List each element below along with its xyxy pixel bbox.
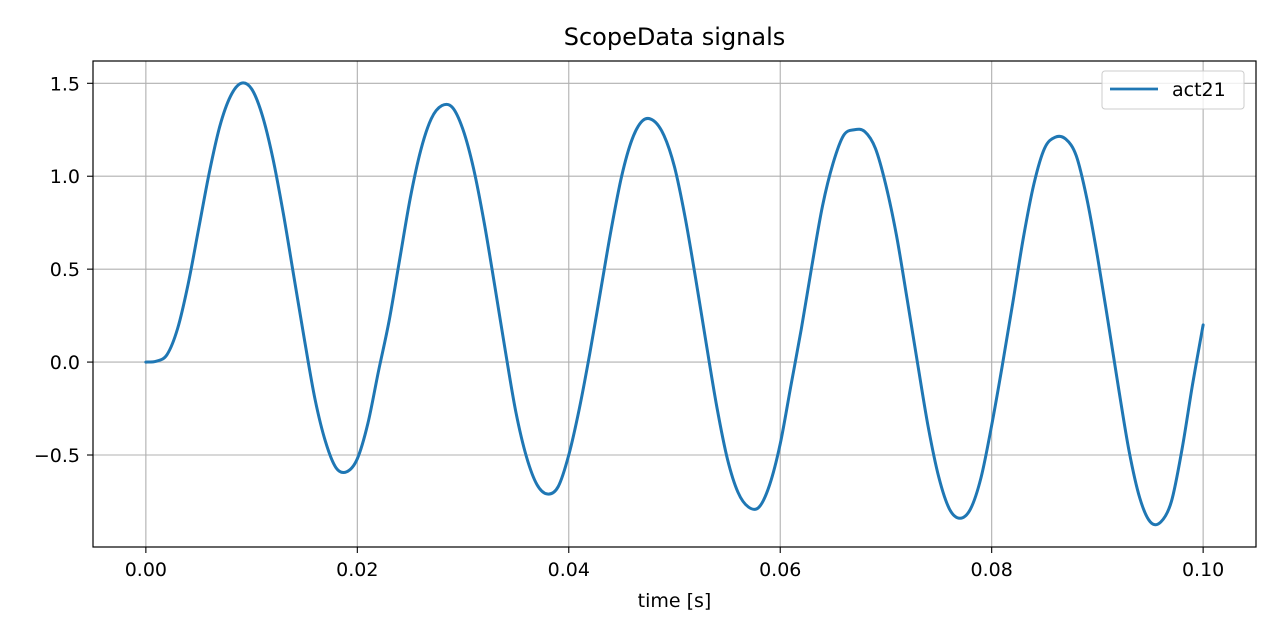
x-tick-label: 0.04	[548, 559, 590, 581]
x-tick-label: 0.06	[759, 559, 801, 581]
y-tick-label: 1.5	[50, 73, 80, 95]
y-tick-label: 0.5	[50, 259, 80, 281]
grid	[93, 61, 1256, 547]
x-tick-label: 0.02	[336, 559, 378, 581]
x-tick-label: 0.00	[125, 559, 167, 581]
y-tick-label: 1.0	[50, 166, 80, 188]
ticks: 0.00 0.02 0.04 0.06 0.08 0.10 −0.5 0.0 0.5 1.0 1.5	[34, 73, 1224, 581]
x-tick-label: 0.08	[971, 559, 1013, 581]
series-line-act21	[144, 81, 1205, 527]
y-tick-label: −0.5	[34, 445, 80, 467]
series-layer	[144, 81, 1205, 527]
legend-label-act21: act21	[1172, 79, 1226, 101]
legend: act21	[1101, 70, 1245, 110]
x-tick-label: 0.10	[1182, 559, 1224, 581]
y-tick-label: 0.0	[50, 352, 80, 374]
x-axis-label: time [s]	[638, 590, 712, 612]
chart-title: ScopeData signals	[564, 23, 786, 51]
legend-box	[1101, 70, 1245, 110]
plot-frame	[92, 60, 1257, 548]
